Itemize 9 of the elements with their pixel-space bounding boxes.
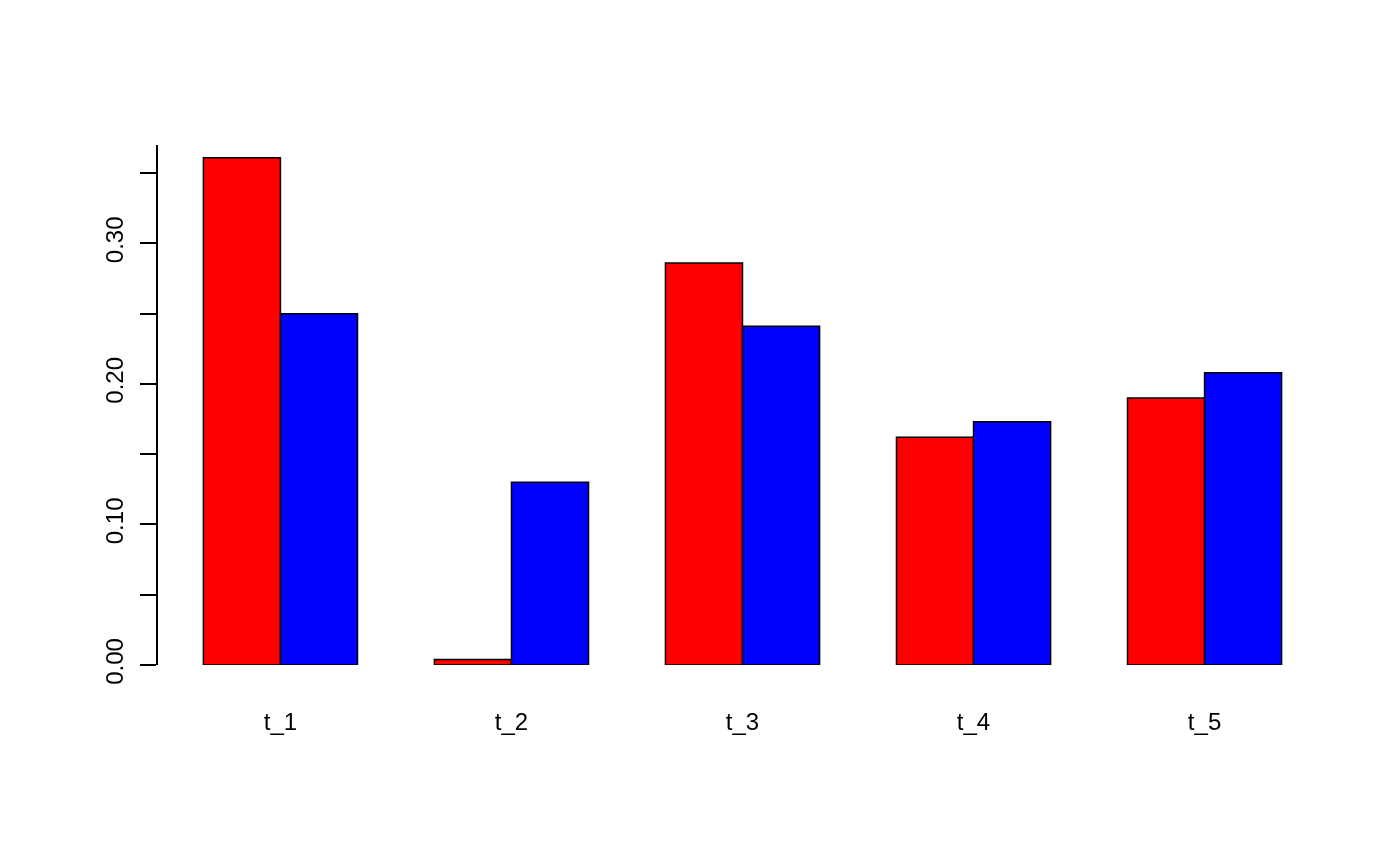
y-tick-label: 0.20	[100, 356, 128, 404]
y-tick-label: 0.30	[100, 216, 128, 264]
y-tick-label: 0.00	[100, 638, 128, 685]
x-tick-label: t_5	[1187, 708, 1222, 735]
x-tick-label: t_2	[494, 708, 529, 735]
x-tick-label: t_4	[956, 708, 991, 735]
x-tick-label: t_1	[263, 708, 298, 735]
x-tick-label: t_3	[725, 708, 760, 735]
y-tick-label: 0.10	[100, 497, 128, 545]
